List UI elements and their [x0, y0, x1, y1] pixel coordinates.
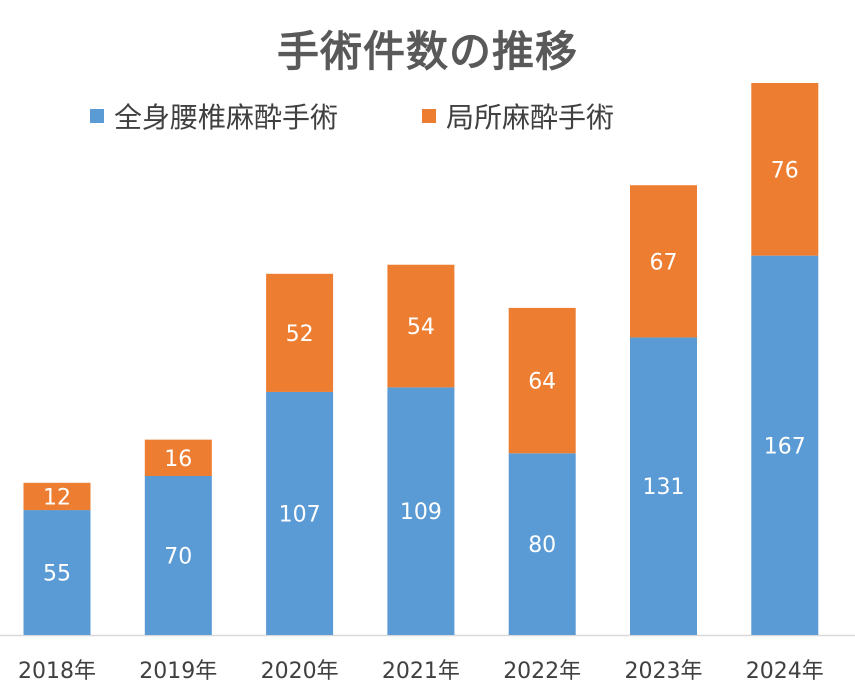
- data-label-series-1-0: 55: [43, 562, 71, 587]
- legend-swatch-series-2: [422, 109, 436, 123]
- data-label-series-1-3: 109: [400, 500, 442, 525]
- legend-swatch-series-1: [90, 109, 104, 123]
- bar-series-2-3: [387, 264, 455, 388]
- data-label-series-2-0: 12: [43, 485, 71, 510]
- x-tick-label-0: 2018年: [18, 659, 96, 684]
- bar-series-1-5: [630, 337, 697, 635]
- bar-series-2-5: [630, 185, 697, 338]
- legend-label-series-2: 局所麻酔手術: [446, 101, 615, 134]
- data-label-series-2-4: 64: [528, 370, 556, 395]
- x-tick-label-6: 2024年: [746, 659, 824, 684]
- data-label-series-2-5: 67: [650, 250, 678, 275]
- x-tick-label-5: 2023年: [625, 659, 703, 684]
- legend-label-series-1: 全身腰椎麻酔手術: [114, 101, 339, 134]
- bar-series-2-1: [144, 439, 212, 476]
- chart-title: 手術件数の推移: [276, 27, 578, 76]
- bar-series-2-2: [266, 273, 334, 392]
- data-label-series-2-3: 54: [407, 315, 435, 340]
- bar-series-1-4: [508, 453, 576, 635]
- bar-series-1-3: [387, 387, 455, 635]
- bar-series-2-0: [23, 482, 91, 511]
- data-label-series-1-6: 167: [764, 434, 806, 459]
- legend-item-series-1: 全身腰椎麻酔手術: [90, 96, 338, 136]
- bar-series-1-6: [751, 255, 819, 635]
- x-tick-label-1: 2019年: [139, 659, 217, 684]
- data-label-series-1-2: 107: [279, 502, 321, 527]
- bar-series-2-6: [751, 83, 819, 256]
- x-tick-label-3: 2021年: [382, 659, 460, 684]
- bar-series-1-0: [23, 510, 91, 635]
- x-tick-label-2: 2020年: [261, 659, 339, 684]
- data-label-series-1-5: 131: [643, 475, 685, 500]
- data-label-series-2-6: 76: [771, 158, 799, 183]
- bar-series-1-2: [266, 391, 334, 635]
- data-label-series-1-1: 70: [164, 544, 192, 569]
- bar-series-2-4: [508, 307, 576, 454]
- data-label-series-1-4: 80: [528, 533, 556, 558]
- data-label-series-2-1: 16: [164, 447, 192, 472]
- bar-series-1-1: [144, 475, 212, 635]
- x-tick-label-4: 2022年: [503, 659, 581, 684]
- legend-item-series-2: 局所麻酔手術: [422, 96, 614, 136]
- data-label-series-2-2: 52: [286, 322, 314, 347]
